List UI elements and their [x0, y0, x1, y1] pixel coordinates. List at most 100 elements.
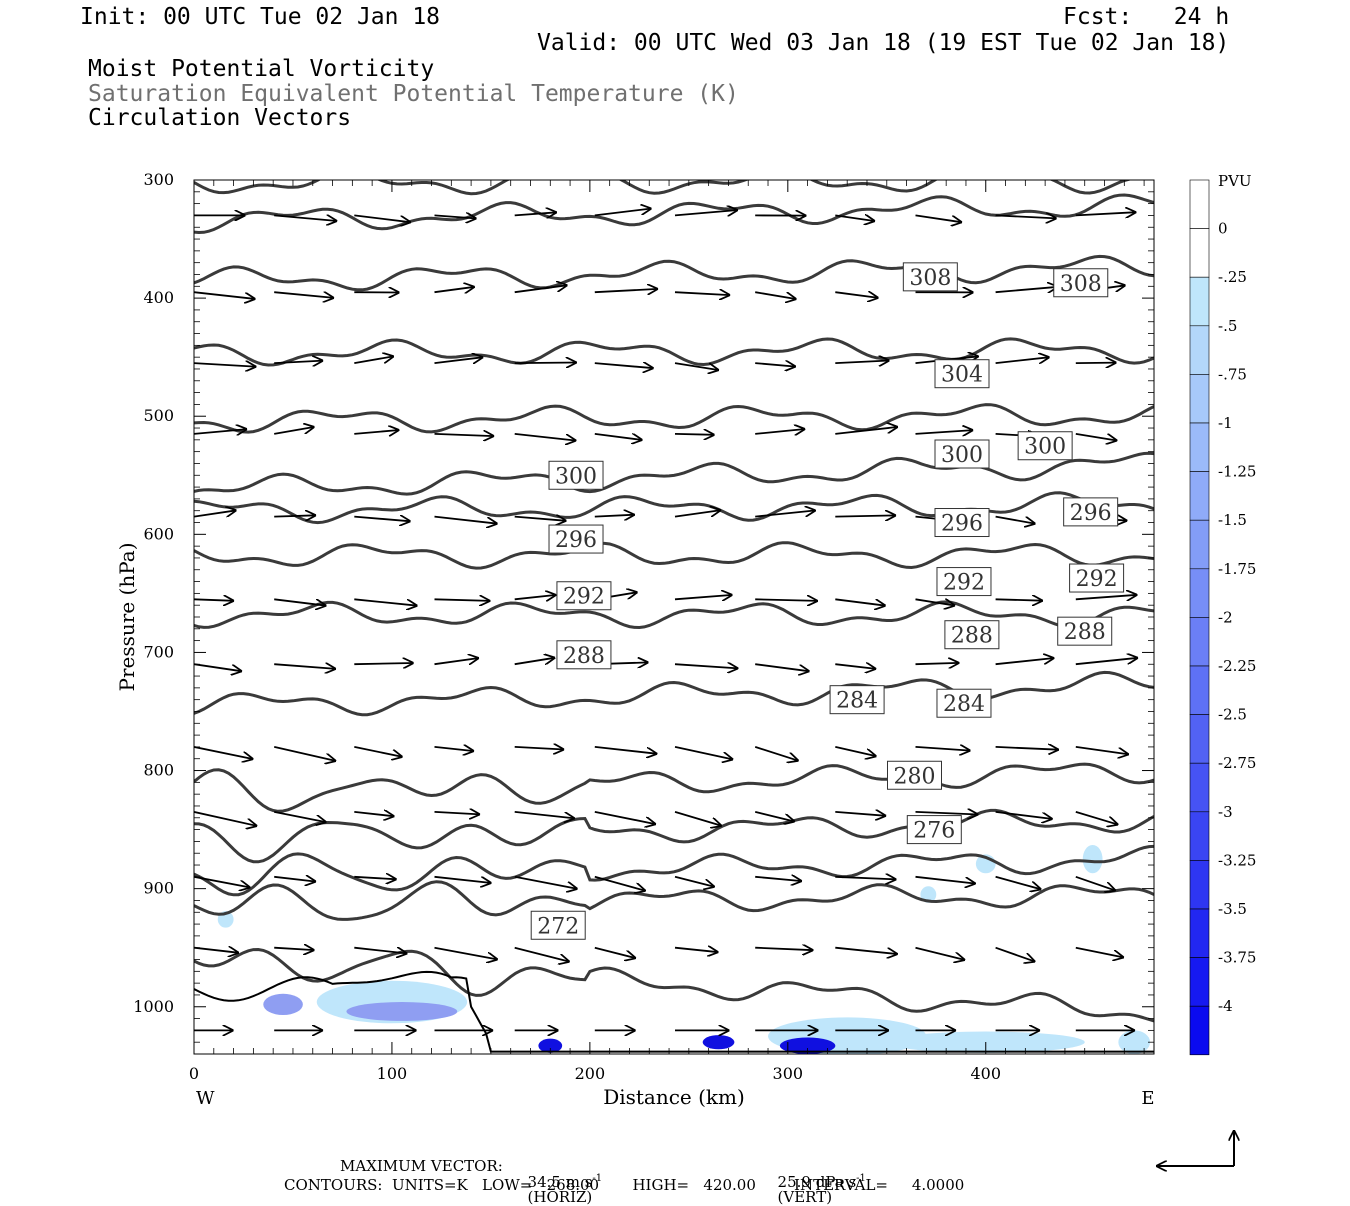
circulation-vector: [1076, 747, 1129, 755]
circulation-vector: [354, 430, 399, 434]
circulation-vector: [916, 215, 963, 222]
colorbar-band: [1190, 423, 1209, 472]
colorbar-label: -.5: [1218, 317, 1237, 335]
pv-patch: [263, 994, 303, 1015]
circulation-vector: [755, 599, 818, 601]
colorbar-band: [1190, 860, 1209, 909]
colorbar-label: -1: [1218, 414, 1233, 432]
circulation-vector: [996, 215, 1057, 218]
circulation-vector: [194, 877, 250, 888]
circulation-vector: [996, 747, 1059, 750]
colorbar-band: [1190, 520, 1209, 569]
circulation-vector: [515, 595, 557, 599]
colorbar-band: [1190, 1006, 1209, 1055]
reference-vector: [1156, 1130, 1234, 1166]
pv-patch: [703, 1035, 735, 1049]
colorbar-band: [1190, 715, 1209, 764]
contour-info: CONTOURS: UNITS=K LOW= 268.00 HIGH= 420.…: [284, 1178, 964, 1193]
colorbar-label: -2: [1218, 608, 1233, 626]
circulation-vector: [435, 517, 498, 524]
colorbar-band: [1190, 180, 1209, 229]
colorbar-band: [1190, 958, 1209, 1007]
colorbar-band: [1190, 617, 1209, 666]
y-tick-label: 400: [143, 288, 174, 307]
circulation-vector: [274, 877, 316, 882]
colorbar-label: 0: [1218, 220, 1228, 238]
circulation-vector: [515, 747, 565, 750]
theta-es-contour: [194, 672, 1154, 714]
x-tick-label: 300: [773, 1064, 804, 1083]
theta-es-contour: [194, 764, 1154, 811]
circulation-vector: [755, 877, 802, 881]
contour-label: 288: [563, 644, 605, 669]
circulation-vector: [435, 658, 480, 664]
colorbar-label: -2.5: [1218, 706, 1247, 724]
circulation-vector: [274, 292, 334, 298]
y-axis-title: Pressure (hPa): [115, 543, 139, 692]
pv-patch: [1118, 1030, 1150, 1054]
contour-label: 308: [1060, 272, 1102, 297]
y-tick-label: 500: [143, 406, 174, 425]
circulation-vector: [515, 877, 578, 889]
circulation-vector: [996, 658, 1055, 664]
circulation-vector: [194, 363, 256, 367]
theta-es-contour: [194, 168, 1154, 194]
circulation-vector: [835, 292, 878, 298]
circulation-vector: [835, 664, 876, 669]
colorbar-band: [1190, 569, 1209, 618]
west-label: W: [196, 1088, 215, 1109]
circulation-vector: [755, 664, 809, 671]
contour-label: 308: [909, 266, 951, 291]
colorbar-band: [1190, 326, 1209, 375]
circulation-vector: [835, 515, 896, 516]
circulation-vector: [515, 285, 568, 292]
colorbar-label: -3.5: [1218, 900, 1247, 918]
circulation-vector: [274, 747, 336, 761]
contour-label: 284: [943, 692, 985, 717]
circulation-vector: [354, 877, 396, 880]
max-vector-label: MAXIMUM VECTOR:: [340, 1159, 503, 1174]
x-tick-label: 200: [575, 1064, 606, 1083]
pv-patch: [1083, 845, 1103, 873]
circulation-vector: [435, 747, 475, 751]
pv-colorbar: PVU0-.25-.5-.75-1-1.25-1.5-1.75-2-2.25-2…: [1190, 172, 1256, 1055]
circulation-vector: [274, 427, 314, 434]
colorbar-label: -1.5: [1218, 511, 1247, 529]
east-label: E: [1141, 1088, 1154, 1109]
y-tick-label: 900: [143, 879, 174, 898]
colorbar-label: -.75: [1218, 365, 1247, 383]
circulation-vector: [274, 515, 316, 516]
circulation-vector: [595, 877, 646, 891]
minor-ticks: [194, 180, 1154, 1054]
circulation-vector: [835, 215, 875, 221]
circulation-vector: [675, 434, 715, 435]
colorbar-label: -4: [1218, 997, 1233, 1015]
contour-label: 288: [1064, 620, 1106, 645]
circulation-vector: [916, 430, 974, 434]
contour-label: 300: [941, 443, 983, 468]
circulation-vector: [755, 429, 805, 434]
circulation-vector: [595, 515, 635, 517]
circulation-vector: [916, 948, 966, 960]
circulation-vector: [595, 363, 654, 368]
circulation-vector: [675, 877, 715, 887]
circulation-vector: [435, 812, 481, 815]
colorbar-label: -3.75: [1218, 949, 1256, 967]
contour-label: 296: [1070, 501, 1112, 526]
circulation-vector: [1076, 812, 1119, 825]
y-tick-label: 300: [143, 170, 174, 189]
contour-label: 304: [941, 363, 983, 388]
circulation-vector: [595, 289, 658, 292]
contour-label: 296: [941, 512, 983, 537]
circulation-vector: [595, 747, 658, 754]
circulation-vector: [354, 747, 402, 757]
colorbar-label: -.25: [1218, 268, 1247, 286]
circulation-vector: [1076, 595, 1138, 600]
circulation-vector: [675, 948, 718, 953]
circulation-vector: [435, 287, 475, 292]
circulation-vector: [835, 361, 889, 364]
circulation-vector: [996, 357, 1050, 363]
contour-label: 288: [951, 624, 993, 649]
colorbar-label: -2.25: [1218, 657, 1256, 675]
